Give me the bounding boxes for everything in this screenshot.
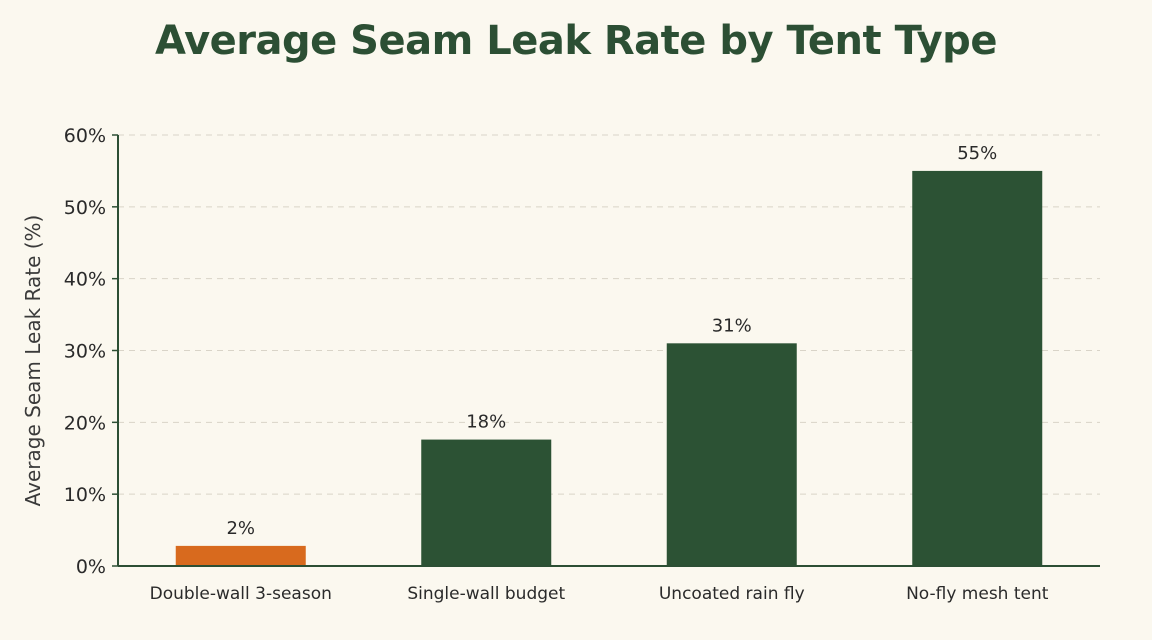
bar-value-label: 18% — [466, 412, 506, 433]
y-tick-label: 40% — [64, 269, 106, 291]
bar — [912, 170, 1043, 566]
y-tick-label: 20% — [64, 412, 106, 434]
labels: 0% 10% 20% 30% 40% 50% 60% 2% Double-wall 3-seas… — [21, 125, 1049, 604]
y-tick-label: 30% — [64, 341, 106, 363]
bar-value-label: 2% — [226, 518, 255, 539]
bar-value-label: 31% — [712, 315, 752, 336]
x-tick-label: Single-wall budget — [407, 584, 565, 604]
y-tick-label: 0% — [76, 556, 106, 578]
y-tick-label: 10% — [64, 484, 106, 506]
bar — [175, 545, 306, 566]
x-tick-label: Double-wall 3-season — [150, 584, 332, 604]
y-axis-title: Average Seam Leak Rate (%) — [21, 215, 45, 507]
bar — [666, 343, 797, 566]
chart-title: Average Seam Leak Rate by Tent Type — [155, 18, 997, 64]
x-tick-label: No-fly mesh tent — [906, 584, 1049, 604]
bar — [421, 439, 552, 566]
bar-value-label: 55% — [957, 143, 997, 164]
y-tick-label: 50% — [64, 197, 106, 219]
y-tick-label: 60% — [64, 125, 106, 147]
bars — [175, 170, 1043, 566]
axes — [112, 134, 1100, 567]
x-tick-label: Uncoated rain fly — [659, 584, 805, 604]
